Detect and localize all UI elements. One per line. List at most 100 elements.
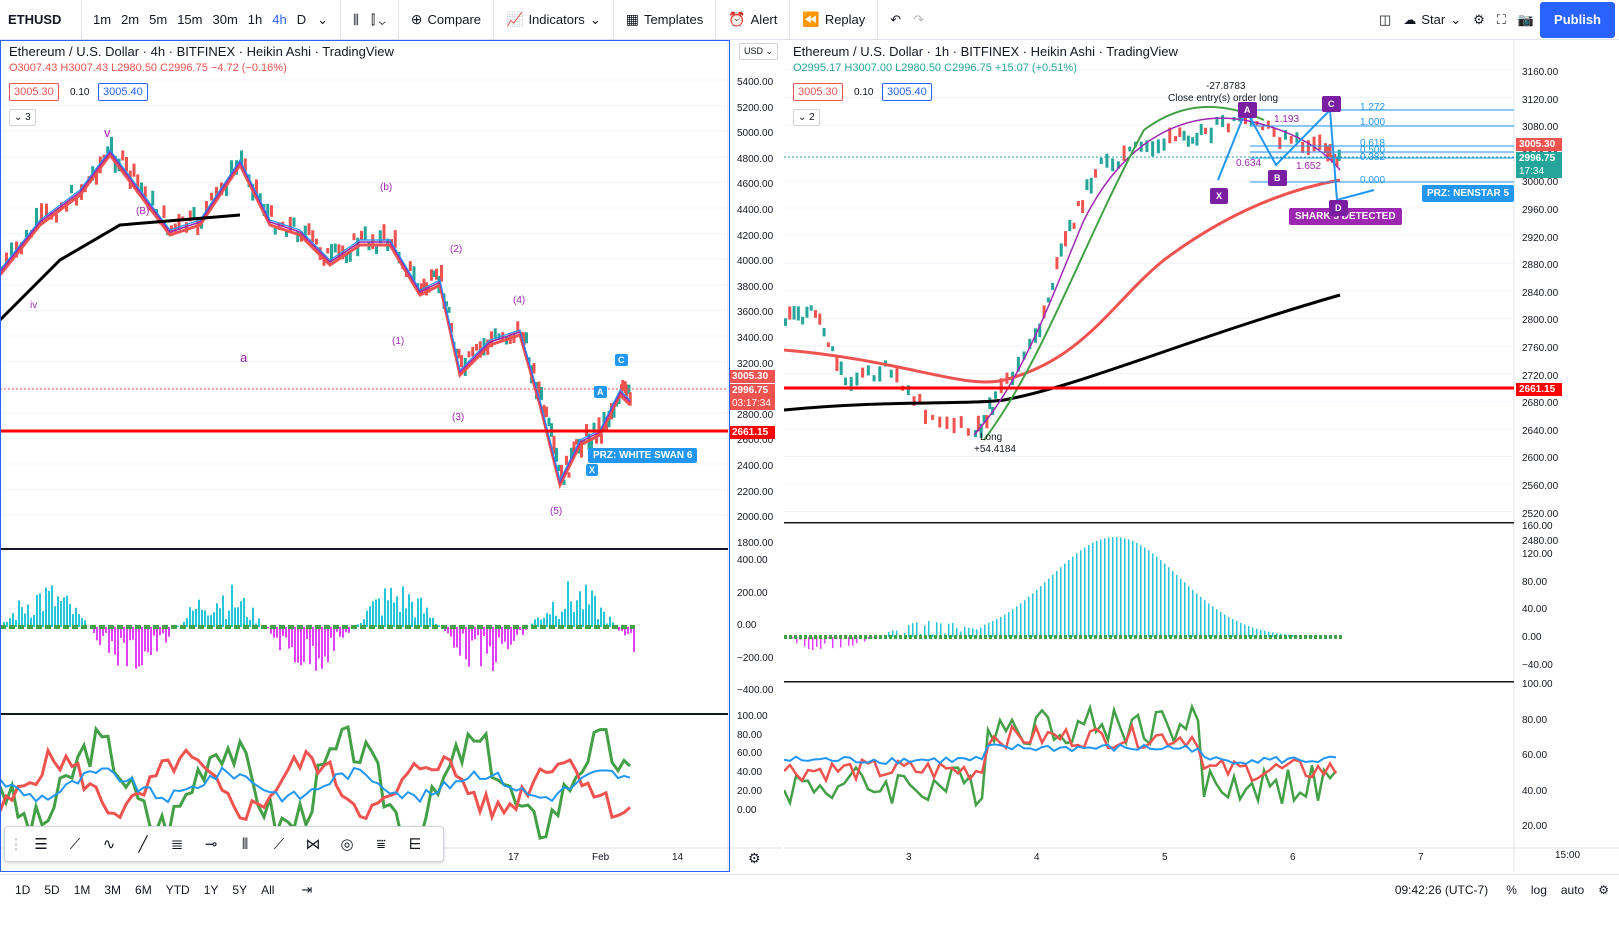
osc-bar bbox=[234, 607, 236, 627]
templates-button[interactable]: ▦ Templates bbox=[620, 5, 709, 35]
range-1Y[interactable]: 1Y bbox=[203, 882, 219, 897]
candle-style-icon[interactable]: ⫿ ⌄ bbox=[371, 11, 386, 27]
candle bbox=[121, 150, 125, 161]
log-toggle[interactable]: log bbox=[1530, 882, 1547, 897]
ray-icon[interactable]: ⟋ bbox=[273, 835, 285, 853]
fib-icon[interactable]: ≣ bbox=[170, 836, 184, 853]
left-settings-icon[interactable]: ⚙ bbox=[748, 850, 761, 866]
text-lines-icon[interactable]: ☰ bbox=[34, 836, 48, 853]
right-sell-price[interactable]: 3005.30 bbox=[793, 83, 843, 101]
fib-level-label: 1.272 bbox=[1360, 102, 1386, 113]
osc-bar bbox=[1220, 612, 1222, 637]
redo-icon[interactable]: ↷ bbox=[913, 11, 925, 27]
interval-1h[interactable]: 1h bbox=[247, 12, 263, 27]
interval-5m[interactable]: 5m bbox=[149, 12, 168, 27]
range-YTD[interactable]: YTD bbox=[165, 882, 190, 897]
trend-line-icon[interactable]: ╱ bbox=[138, 836, 148, 853]
osc-bar bbox=[366, 610, 368, 627]
settings-icon[interactable]: ⚙ bbox=[1473, 11, 1485, 27]
osc-bar bbox=[549, 614, 551, 627]
bar-style-icon[interactable]: ⫼ bbox=[353, 11, 359, 27]
drag-handle-icon[interactable]: ⋮ bbox=[8, 836, 24, 853]
interval-4h[interactable]: 4h bbox=[272, 12, 287, 27]
alert-label: Alert bbox=[750, 12, 778, 27]
levels-icon[interactable]: ⩸ bbox=[376, 835, 386, 853]
alert-group: ⏰ Alert bbox=[716, 0, 791, 40]
range-3M[interactable]: 3M bbox=[104, 882, 122, 897]
right-settings-icon[interactable]: 15:00 bbox=[1555, 850, 1581, 861]
osc-bar bbox=[186, 618, 188, 627]
candle bbox=[225, 185, 228, 197]
osc-bar bbox=[363, 619, 365, 627]
left-buy-price[interactable]: 3005.40 bbox=[98, 83, 148, 101]
osc-bar bbox=[417, 598, 419, 627]
axis-tick: 2760.00 bbox=[1522, 343, 1559, 354]
layout-icon[interactable]: ◫ bbox=[1379, 11, 1392, 27]
goto-date-icon[interactable]: ⇥ bbox=[301, 881, 313, 897]
range-5D[interactable]: 5D bbox=[44, 882, 60, 897]
range-5Y[interactable]: 5Y bbox=[232, 882, 248, 897]
interval-30m[interactable]: 30m bbox=[212, 12, 238, 27]
alert-button[interactable]: ⏰ Alert bbox=[722, 5, 783, 35]
osc-bar bbox=[207, 615, 209, 627]
horizontal-ray-icon[interactable]: ⊸ bbox=[204, 836, 218, 853]
candle bbox=[570, 447, 573, 462]
right-indicator-toggle[interactable]: ⌄ 2 bbox=[793, 109, 820, 126]
circle-icon[interactable]: ◎ bbox=[340, 836, 354, 853]
symbol-search[interactable]: ETHUSD bbox=[0, 0, 82, 40]
replay-button[interactable]: ⏪ Replay bbox=[796, 5, 871, 35]
indicators-button[interactable]: 📈 Indicators ⌄ bbox=[506, 11, 601, 27]
osc-bar bbox=[816, 637, 818, 647]
camera-icon[interactable]: 📷 bbox=[1517, 11, 1535, 27]
interval-2m[interactable]: 2m bbox=[121, 12, 140, 27]
left-chart-canvas[interactable] bbox=[0, 40, 782, 872]
left-sell-price[interactable]: 3005.30 bbox=[9, 83, 59, 101]
osc-bar bbox=[1084, 547, 1086, 637]
osc-bar bbox=[309, 627, 311, 665]
right-buy-price[interactable]: 3005.40 bbox=[882, 83, 932, 101]
range-6M[interactable]: 6M bbox=[135, 882, 152, 897]
osc-bar bbox=[1116, 537, 1118, 637]
undo-icon[interactable]: ↶ bbox=[890, 11, 902, 27]
moving-average-line bbox=[0, 150, 631, 485]
elliott-wave-icon[interactable]: ∿ bbox=[102, 836, 116, 853]
interval-1m[interactable]: 1m bbox=[93, 12, 112, 27]
axis-tick: 80.00 bbox=[1522, 714, 1548, 726]
parallel-channel-icon[interactable]: ⋿ bbox=[408, 836, 422, 853]
scale-settings-icon[interactable]: ⚙ bbox=[1598, 882, 1609, 897]
candle bbox=[1122, 145, 1126, 161]
percent-toggle[interactable]: % bbox=[1506, 882, 1517, 897]
compare-button[interactable]: ⊕ Compare bbox=[405, 5, 487, 35]
osc-bar bbox=[123, 627, 125, 643]
currency-select[interactable]: USD ⌄ bbox=[739, 43, 779, 60]
zigzag-abc-icon[interactable]: ⟋ bbox=[69, 835, 81, 853]
left-indicator-count: 3 bbox=[25, 112, 31, 123]
pattern-icon[interactable]: ⋈ bbox=[305, 836, 321, 853]
vertical-lines-icon[interactable]: ⦀ bbox=[241, 835, 249, 853]
fullscreen-icon[interactable]: ⛶ bbox=[1496, 11, 1506, 27]
range-1D[interactable]: 1D bbox=[15, 882, 31, 897]
osc-bar bbox=[78, 614, 80, 627]
axis-tick: −40.00 bbox=[1522, 660, 1553, 671]
star-button[interactable]: ☁ Star ⌄ bbox=[1403, 11, 1462, 28]
osc-bar bbox=[1064, 563, 1066, 637]
interval-D[interactable]: D bbox=[296, 12, 307, 27]
publish-button[interactable]: Publish bbox=[1540, 1, 1615, 38]
candle bbox=[35, 207, 38, 227]
osc-bar bbox=[282, 627, 284, 636]
left-indicator-toggle[interactable]: ⌄ 3 bbox=[9, 109, 36, 126]
right-chart[interactable]: Ethereum / U.S. Dollar · 1h · BITFINEX ·… bbox=[784, 40, 1619, 872]
right-chart-canvas[interactable] bbox=[784, 40, 1619, 872]
candle bbox=[1055, 257, 1059, 270]
auto-toggle[interactable]: auto bbox=[1560, 882, 1585, 897]
left-chart[interactable]: Ethereum / U.S. Dollar · 4h · BITFINEX ·… bbox=[0, 40, 782, 872]
osc-bar bbox=[108, 627, 110, 653]
axis-tick: 3400.00 bbox=[737, 333, 774, 344]
range-All[interactable]: All bbox=[261, 882, 275, 897]
range-1M[interactable]: 1M bbox=[73, 882, 91, 897]
interval-dropdown-icon[interactable]: ⌄ bbox=[317, 11, 329, 27]
osc-bar bbox=[904, 632, 906, 637]
osc-bar bbox=[132, 627, 134, 640]
osc-bar bbox=[1132, 540, 1134, 637]
interval-15m[interactable]: 15m bbox=[177, 12, 203, 27]
